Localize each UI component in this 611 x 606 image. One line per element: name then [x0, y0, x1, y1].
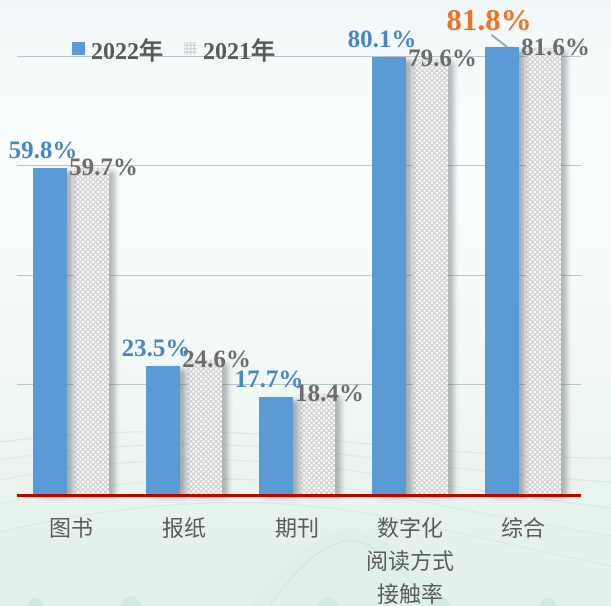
bar-2022-1	[146, 365, 180, 494]
value-label-2021-0: 59.7%	[69, 154, 138, 182]
value-label-2021-3: 79.6%	[408, 45, 477, 73]
legend-label-2022: 2022年	[91, 39, 163, 65]
bar-2022-3	[372, 56, 406, 494]
legend: 2022年 2021年	[72, 31, 275, 66]
bar-2022-4	[485, 47, 519, 494]
bar-2021-3	[413, 59, 448, 494]
value-label-2022-3: 80.1%	[347, 25, 417, 53]
bar-2022-0	[33, 167, 67, 494]
category-label-2: 期刊	[274, 516, 319, 541]
value-label-2022-2: 17.7%	[234, 366, 304, 394]
x-axis-baseline	[17, 494, 581, 497]
legend-swatch-2022-icon	[72, 42, 85, 55]
gridline-60	[17, 165, 581, 167]
value-label-2022-1: 23.5%	[121, 334, 191, 362]
value-label-2021-1: 24.6%	[182, 345, 251, 373]
category-label-4: 综合	[500, 516, 545, 541]
bar-2022-2	[259, 397, 293, 494]
value-label-2021-2: 18.4%	[295, 379, 364, 407]
legend-item-2022: 2022年	[72, 31, 163, 66]
value-label-2022-0: 59.8%	[8, 136, 78, 164]
legend-label-2021: 2021年	[203, 39, 275, 65]
gridline-80	[17, 56, 581, 58]
legend-item-2021: 2021年	[184, 31, 275, 66]
value-label-2021-4: 81.6%	[521, 34, 590, 62]
legend-swatch-2021-icon	[184, 42, 197, 55]
gridline-20	[17, 383, 581, 385]
category-label-0: 图书	[48, 516, 93, 541]
gridline-40	[17, 274, 581, 276]
highlight-value-label: 81.8%	[446, 2, 532, 38]
plot-area: 59.8% 59.7% 23.5% 24.6% 17.7% 18.4% 80.1% 79.6%…	[8, 2, 590, 494]
bar-2021-0	[74, 168, 109, 494]
bar-2021-4	[526, 48, 561, 494]
bar-2021-2	[300, 393, 335, 494]
category-label-3: 数字化 阅读方式 接触率	[365, 516, 454, 606]
bar-2021-1	[187, 359, 222, 494]
category-label-1: 报纸	[161, 516, 206, 541]
